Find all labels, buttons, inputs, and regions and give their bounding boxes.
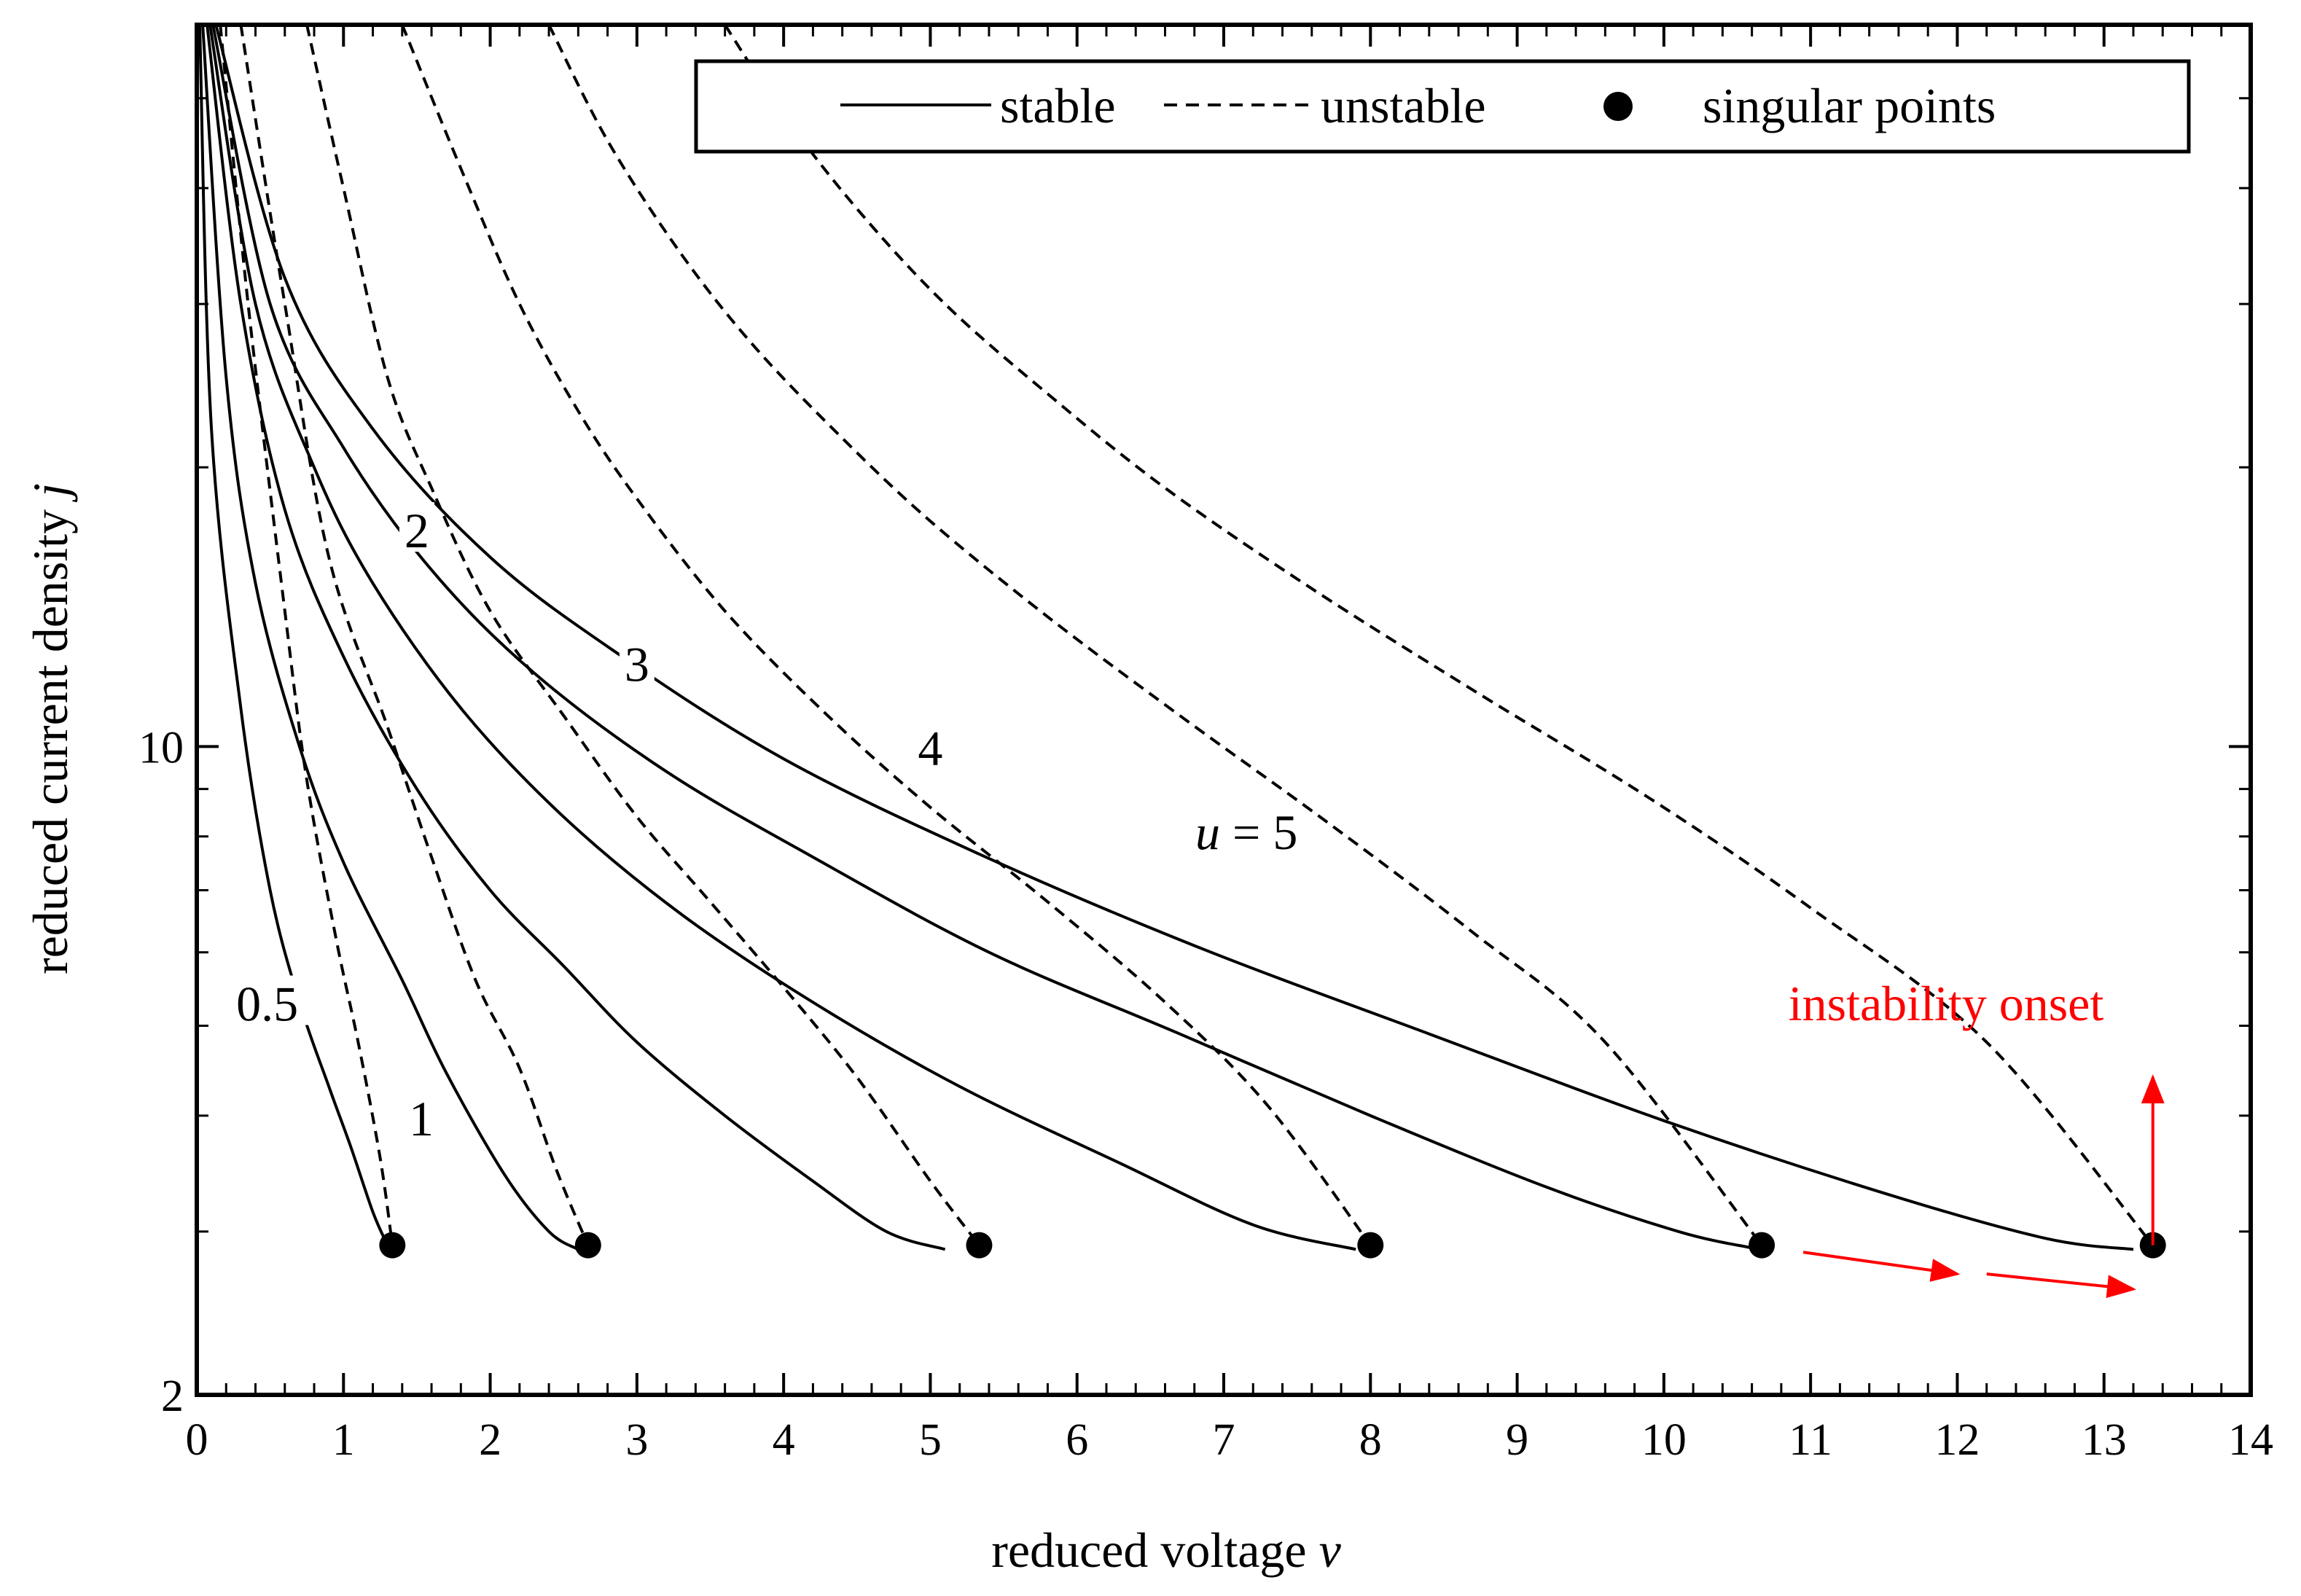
plot-area-frame xyxy=(195,23,2253,1397)
y-tick-label: 10 xyxy=(138,723,184,772)
x-tick-label: 10 xyxy=(1641,1415,1687,1465)
y-tick-labels: 2 10 xyxy=(138,723,184,1421)
curve-label-bg xyxy=(619,635,655,686)
unstable-curve-1 xyxy=(239,24,590,1246)
x-tick-label: 1 xyxy=(332,1415,355,1465)
x-tick-labels: 0 1 2 3 4 5 6 7 8 9 10 11 12 13 14 xyxy=(186,1415,2274,1465)
unstable-curve-4 xyxy=(547,24,1763,1246)
y-axis-title: reduced current density j xyxy=(23,483,78,974)
red-arrows xyxy=(1802,1074,2165,1299)
singular-point xyxy=(1357,1232,1384,1259)
x-tick-label: 7 xyxy=(1213,1415,1235,1465)
x-tick-label: 14 xyxy=(2228,1415,2273,1465)
red-arrow-1 xyxy=(1802,1251,1961,1282)
y-tick-label: 2 xyxy=(161,1372,184,1421)
singular-point xyxy=(379,1232,406,1259)
unstable-curve-5 xyxy=(723,23,2154,1246)
legend-marker-swatch xyxy=(1603,92,1633,121)
x-tick-label: 11 xyxy=(1789,1415,1832,1465)
stable-curve-3 xyxy=(208,24,1356,1251)
curve-label-bg xyxy=(399,502,434,552)
x-axis-title: reduced voltage v xyxy=(991,1522,1341,1578)
stable-curve-1 xyxy=(201,24,579,1251)
singular-point xyxy=(574,1232,601,1259)
unstable-curve-2 xyxy=(305,24,981,1246)
curve-label: 2 xyxy=(405,503,429,558)
legend-label-singular-points: singular points xyxy=(1703,78,1996,133)
x-tick-label: 3 xyxy=(625,1415,648,1465)
curves xyxy=(198,23,2154,1251)
legend-label-stable: stable xyxy=(1000,78,1116,133)
red-arrow-2 xyxy=(1986,1272,2136,1299)
singular-points xyxy=(379,1232,2166,1259)
curve-labels: 0.5 1 2 3 4 xyxy=(224,502,948,1146)
curve-label-bg xyxy=(403,1090,439,1140)
singular-point xyxy=(966,1232,993,1259)
x-tick-label: 9 xyxy=(1506,1415,1528,1465)
x-tick-label: 2 xyxy=(479,1415,501,1465)
curve-label: 4 xyxy=(918,721,942,776)
legend-label-unstable: unstable xyxy=(1321,78,1486,133)
x-tick-label: 6 xyxy=(1066,1415,1088,1465)
x-tick-label: 0 xyxy=(186,1415,208,1465)
stable-curve-2 xyxy=(206,24,946,1251)
curve-label: 3 xyxy=(625,636,649,692)
unstable-curve-0 xyxy=(219,24,394,1245)
x-tick-label: 13 xyxy=(2082,1415,2127,1465)
stable-curve-4 xyxy=(211,24,1753,1250)
axis-ticks xyxy=(195,25,2252,1396)
curve-label-u: u = 5 xyxy=(1195,805,1297,860)
stable-curve-5 xyxy=(214,24,2134,1251)
curve-label-bg xyxy=(913,719,948,770)
unstable-curve-3 xyxy=(400,24,1372,1246)
x-tick-label: 4 xyxy=(773,1415,795,1465)
curve-label: 1 xyxy=(409,1091,434,1146)
singular-point xyxy=(1749,1232,1775,1259)
stable-curve-0 xyxy=(198,24,389,1246)
x-tick-label: 12 xyxy=(1934,1415,1980,1465)
curve-label: 0.5 xyxy=(236,977,298,1032)
annotation-instability-onset: instability onset xyxy=(1789,976,2104,1031)
x-tick-label: 5 xyxy=(919,1415,942,1465)
curve-label-bg xyxy=(224,975,310,1025)
x-tick-label: 8 xyxy=(1359,1415,1382,1465)
legend: stable unstable singular points xyxy=(694,59,2191,154)
